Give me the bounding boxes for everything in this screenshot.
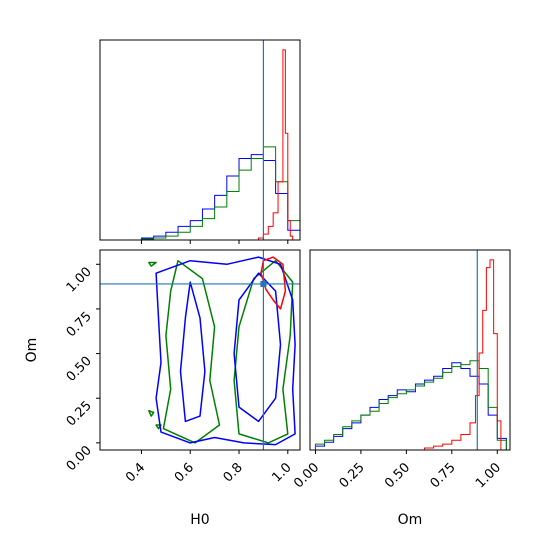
- h0-hist-blue: [140, 154, 300, 240]
- contour-blue-0: [155, 256, 296, 446]
- contour-green-0: [148, 261, 157, 267]
- x-axis-label-om: Om: [398, 512, 423, 528]
- joint-y-tick-label-1: 0.25: [64, 398, 95, 429]
- om-x-tick-label-4: 1.00: [473, 460, 504, 491]
- joint-x-tick-label-0: 0.4: [123, 460, 148, 485]
- om-x-tick-label-2: 0.50: [382, 460, 413, 491]
- h0-hist-red: [258, 49, 294, 240]
- y-axis-label-om: Om: [24, 338, 40, 363]
- joint-y-tick-label-0: 0.00: [64, 443, 95, 474]
- frame-joint: [99, 249, 301, 451]
- om-hist-red: [424, 259, 502, 450]
- om-x-tick-label-3: 0.75: [428, 460, 459, 491]
- om-x-tick-label-0: 0.00: [291, 460, 322, 491]
- contour-green-3: [148, 409, 155, 417]
- x-axis-label-h0: H0: [190, 512, 209, 528]
- contour-red-0: [260, 256, 287, 310]
- contour-green-1: [162, 259, 221, 444]
- contour-blue-2: [233, 272, 282, 423]
- joint-x-tick-label-2: 0.8: [221, 460, 246, 485]
- contour-blue-1: [179, 281, 206, 423]
- joint-y-tick-label-2: 0.50: [64, 354, 95, 385]
- h0-hist-green: [140, 146, 300, 240]
- truth-marker: [260, 280, 267, 287]
- om-x-tick-label-1: 0.25: [337, 460, 368, 491]
- joint-y-tick-label-3: 0.75: [64, 309, 95, 340]
- contour-green-2: [233, 259, 294, 444]
- frame-margOm: [309, 249, 511, 451]
- joint-y-tick-label-4: 1.00: [64, 265, 95, 296]
- frame-topH0: [99, 39, 301, 241]
- joint-x-tick-label-1: 0.6: [172, 460, 197, 485]
